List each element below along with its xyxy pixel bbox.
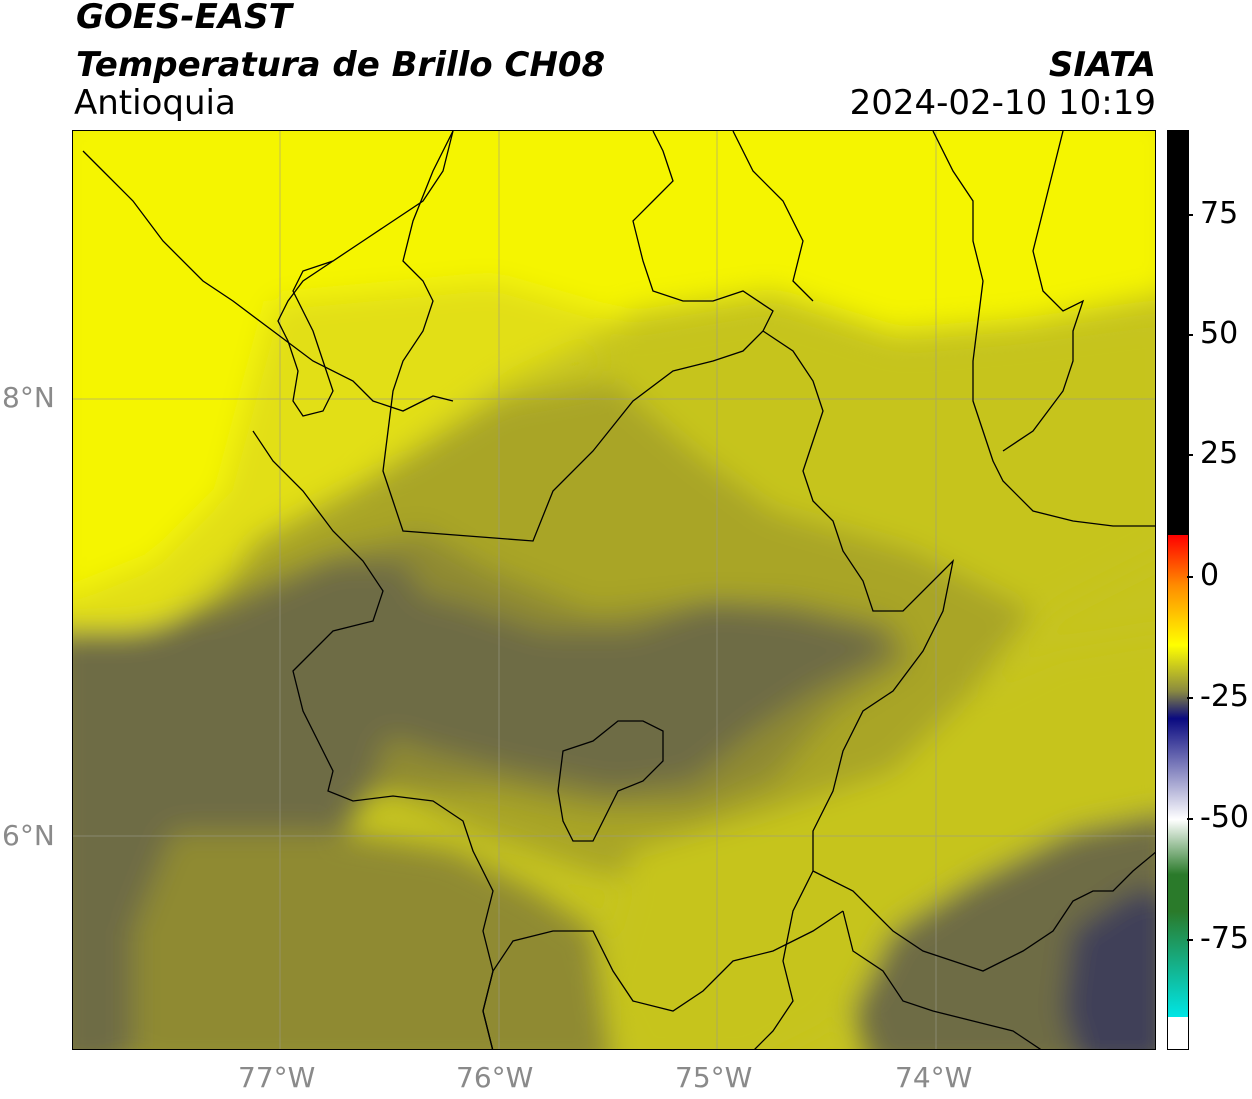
colorbar-tick-m50	[1187, 818, 1193, 820]
colorbar-label-75: 75	[1200, 196, 1239, 231]
colorbar-label-0: 0	[1200, 558, 1220, 593]
bright-yellow-region	[73, 131, 1155, 598]
colorbar-tick-50	[1187, 334, 1193, 336]
magdalena-river	[732, 131, 814, 302]
antioquia-border-west	[252, 430, 494, 1049]
antioquia-border-south	[482, 910, 844, 1049]
colorbar-tick-0	[1187, 576, 1193, 578]
region-label: Antioquia	[74, 83, 236, 123]
map-panel	[72, 130, 1156, 1050]
colorbar	[1167, 130, 1189, 1050]
lon-tick-76: 76°W	[456, 1061, 534, 1094]
colorbar-label-m50: -50	[1200, 800, 1249, 835]
antioquia-border-east	[754, 330, 955, 1049]
coastline-north	[82, 150, 454, 412]
gridlines	[73, 131, 1155, 1049]
dark-region-center	[313, 581, 893, 791]
department-border-south	[842, 910, 1042, 1049]
satellite-title: GOES-EAST	[76, 0, 292, 37]
olive-light-region-se	[593, 634, 1155, 1049]
colorbar-tick-75	[1187, 214, 1193, 216]
lat-tick-6: 6°N	[2, 819, 55, 852]
gulf-uraba-coast	[277, 131, 454, 417]
darkest-region-se	[1063, 891, 1155, 1049]
colorbar-tick-m25	[1187, 697, 1193, 699]
political-borders	[82, 131, 1155, 1049]
lon-tick-77: 77°W	[238, 1061, 316, 1094]
colorbar-label-m75: -75	[1200, 921, 1249, 956]
colorbar-tick-m75	[1187, 939, 1193, 941]
department-border-east	[932, 131, 1155, 527]
product-title: Temperatura de Brillo CH08	[76, 45, 606, 85]
valle-aburra	[557, 720, 664, 842]
colorbar-label-m25: -25	[1200, 679, 1249, 714]
brand-label: SIATA	[1048, 45, 1156, 85]
yellow-region	[73, 281, 633, 666]
lon-tick-75: 75°W	[675, 1061, 753, 1094]
antioquia-border-north	[382, 131, 774, 542]
datetime-label: 2024-02-10 10:19	[849, 83, 1156, 123]
satellite-map	[73, 131, 1155, 1049]
lat-tick-8: 8°N	[2, 381, 55, 414]
lon-tick-74: 74°W	[895, 1061, 973, 1094]
colorbar-label-50: 50	[1200, 316, 1239, 351]
department-border-se	[812, 851, 1155, 972]
colorbar-tick-25	[1187, 454, 1193, 456]
department-border-ne	[1002, 131, 1085, 452]
colorbar-label-25: 25	[1200, 436, 1239, 471]
